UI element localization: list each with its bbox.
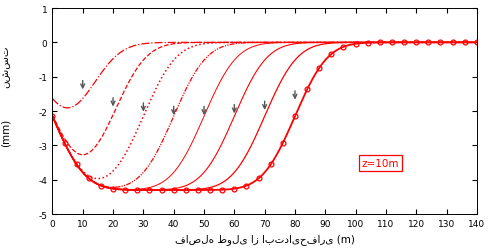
X-axis label: فاصله طولی از ابتدایحفاری (m): فاصله طولی از ابتدایحفاری (m) bbox=[175, 234, 355, 244]
Text: z=10m: z=10m bbox=[362, 158, 399, 168]
Text: نشست: نشست bbox=[0, 45, 11, 88]
Text: (mm): (mm) bbox=[0, 118, 11, 146]
